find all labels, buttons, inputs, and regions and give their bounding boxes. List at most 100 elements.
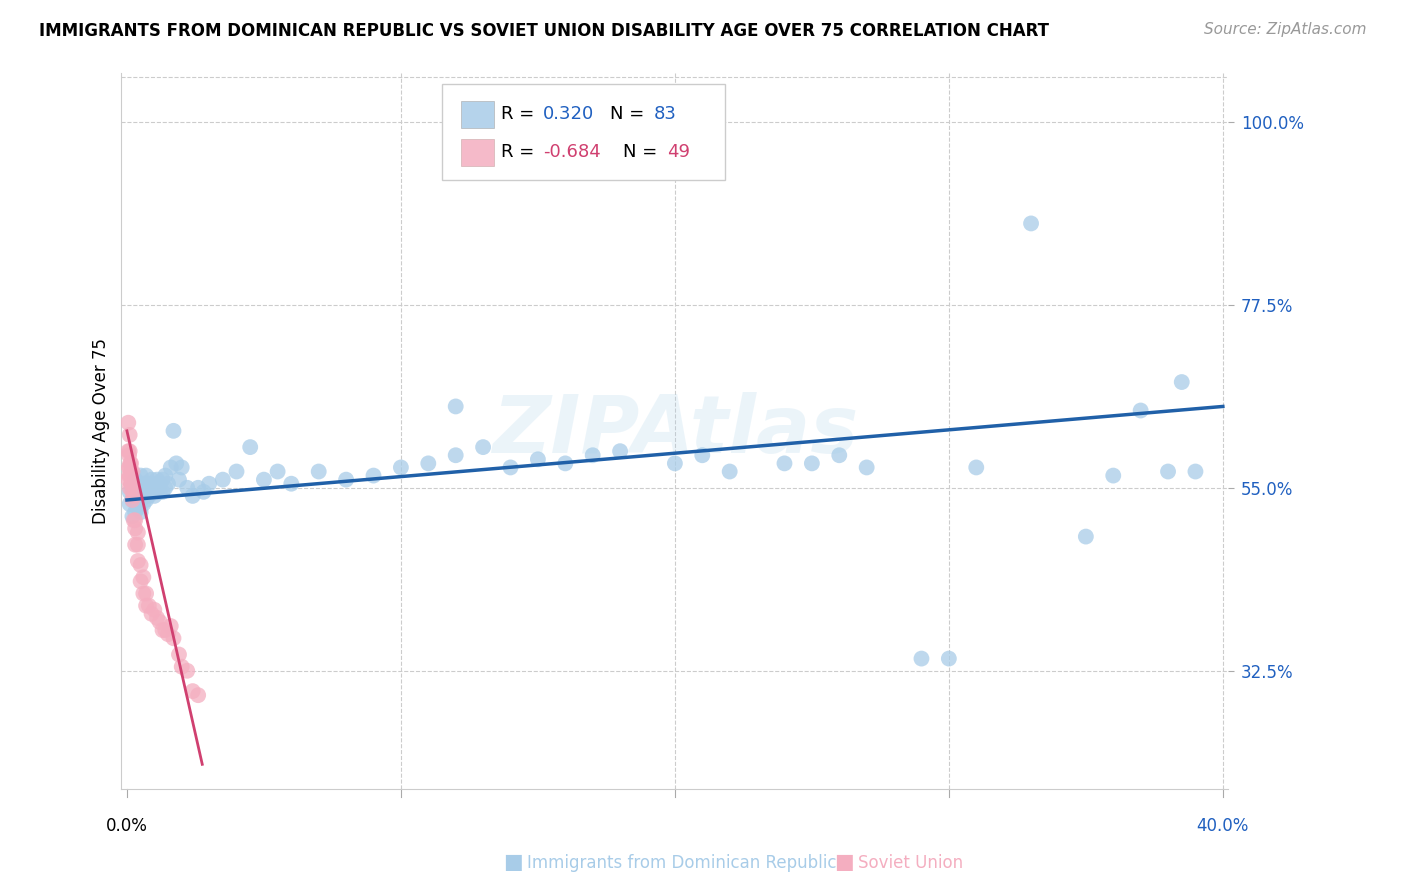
- Point: [159, 460, 181, 475]
- Point: [118, 444, 141, 458]
- Point: [122, 489, 145, 503]
- Point: [135, 493, 157, 508]
- Point: [1074, 530, 1097, 544]
- Point: [1184, 465, 1206, 479]
- Point: [124, 493, 146, 508]
- Point: [146, 473, 169, 487]
- Point: [1129, 403, 1152, 417]
- Text: ■: ■: [834, 853, 853, 872]
- Point: [127, 525, 149, 540]
- Point: [149, 476, 172, 491]
- Point: [120, 456, 142, 470]
- Point: [1102, 468, 1125, 483]
- Point: [664, 456, 686, 470]
- Point: [170, 460, 193, 475]
- Point: [155, 623, 177, 637]
- Point: [146, 484, 169, 499]
- Point: [193, 484, 215, 499]
- Point: [499, 460, 522, 475]
- Point: [118, 460, 141, 475]
- Text: R =: R =: [501, 144, 540, 161]
- Point: [335, 473, 357, 487]
- Point: [363, 468, 385, 483]
- Text: N =: N =: [623, 144, 662, 161]
- Point: [187, 481, 209, 495]
- Point: [124, 538, 146, 552]
- Text: -0.684: -0.684: [543, 144, 600, 161]
- Point: [308, 465, 330, 479]
- Point: [143, 476, 166, 491]
- Point: [162, 424, 184, 438]
- Point: [181, 489, 204, 503]
- Point: [239, 440, 262, 454]
- Point: [162, 632, 184, 646]
- Point: [280, 476, 302, 491]
- FancyBboxPatch shape: [461, 101, 495, 128]
- Point: [132, 497, 155, 511]
- Point: [170, 659, 193, 673]
- Point: [266, 465, 288, 479]
- FancyBboxPatch shape: [461, 139, 495, 166]
- Text: ■: ■: [503, 853, 523, 872]
- Point: [155, 481, 177, 495]
- Point: [444, 448, 467, 462]
- Point: [167, 473, 190, 487]
- Point: [121, 476, 143, 491]
- Text: N =: N =: [610, 105, 650, 123]
- FancyBboxPatch shape: [443, 84, 724, 180]
- Point: [129, 493, 152, 508]
- Point: [117, 416, 139, 430]
- Point: [253, 473, 276, 487]
- Point: [122, 513, 145, 527]
- Point: [121, 476, 143, 491]
- Point: [165, 456, 187, 470]
- Point: [141, 484, 163, 499]
- Point: [143, 603, 166, 617]
- Point: [129, 468, 152, 483]
- Point: [149, 484, 172, 499]
- Point: [127, 489, 149, 503]
- Point: [527, 452, 550, 467]
- Point: [132, 586, 155, 600]
- Point: [132, 484, 155, 499]
- Point: [120, 468, 142, 483]
- Text: Immigrants from Dominican Republic: Immigrants from Dominican Republic: [527, 855, 837, 872]
- Point: [444, 400, 467, 414]
- Text: 0.320: 0.320: [543, 105, 595, 123]
- Point: [176, 664, 198, 678]
- Point: [124, 513, 146, 527]
- Point: [143, 489, 166, 503]
- Point: [187, 688, 209, 702]
- Point: [117, 473, 139, 487]
- Point: [690, 448, 713, 462]
- Point: [828, 448, 851, 462]
- Point: [127, 554, 149, 568]
- Point: [176, 481, 198, 495]
- Point: [121, 509, 143, 524]
- Point: [938, 651, 960, 665]
- Point: [121, 493, 143, 508]
- Point: [118, 448, 141, 462]
- Point: [129, 481, 152, 495]
- Point: [718, 465, 741, 479]
- Point: [800, 456, 823, 470]
- Point: [127, 476, 149, 491]
- Point: [118, 484, 141, 499]
- Text: Source: ZipAtlas.com: Source: ZipAtlas.com: [1204, 22, 1367, 37]
- Point: [418, 456, 440, 470]
- Point: [211, 473, 233, 487]
- Point: [146, 611, 169, 625]
- Point: [135, 599, 157, 613]
- Point: [157, 627, 180, 641]
- Point: [121, 481, 143, 495]
- Y-axis label: Disability Age Over 75: Disability Age Over 75: [93, 338, 110, 524]
- Point: [129, 558, 152, 572]
- Point: [132, 476, 155, 491]
- Point: [138, 599, 160, 613]
- Point: [138, 476, 160, 491]
- Point: [149, 615, 172, 629]
- Point: [155, 468, 177, 483]
- Point: [124, 473, 146, 487]
- Point: [135, 468, 157, 483]
- Point: [472, 440, 495, 454]
